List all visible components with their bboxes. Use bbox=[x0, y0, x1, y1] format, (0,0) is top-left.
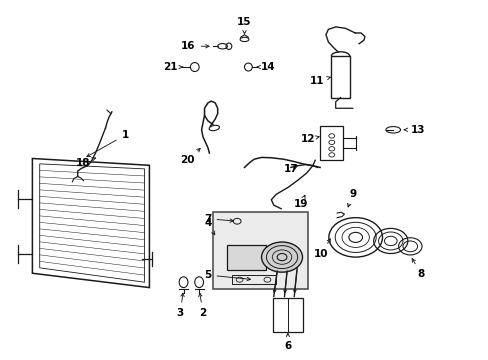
Bar bbox=[232, 275, 276, 284]
Text: 17: 17 bbox=[283, 164, 298, 174]
Text: 1: 1 bbox=[87, 130, 128, 157]
Text: 12: 12 bbox=[300, 135, 319, 144]
Text: 8: 8 bbox=[411, 258, 424, 279]
Text: 19: 19 bbox=[293, 195, 307, 210]
Text: 16: 16 bbox=[181, 41, 208, 51]
Bar bbox=[272, 298, 303, 332]
Text: 7: 7 bbox=[204, 214, 233, 224]
Text: 15: 15 bbox=[237, 17, 251, 34]
Text: 13: 13 bbox=[404, 125, 424, 135]
Text: 11: 11 bbox=[309, 76, 330, 86]
Text: 4: 4 bbox=[204, 218, 214, 235]
Bar bbox=[320, 126, 343, 160]
Circle shape bbox=[261, 242, 302, 272]
Text: 5: 5 bbox=[204, 270, 250, 281]
Text: 18: 18 bbox=[75, 158, 95, 168]
Text: 9: 9 bbox=[347, 189, 356, 207]
Bar bbox=[330, 56, 349, 98]
Bar bbox=[227, 244, 266, 270]
Text: 21: 21 bbox=[163, 62, 183, 72]
Text: 3: 3 bbox=[176, 293, 184, 318]
Text: 6: 6 bbox=[284, 333, 291, 351]
FancyBboxPatch shape bbox=[212, 212, 307, 289]
Text: 10: 10 bbox=[314, 239, 330, 258]
Text: 20: 20 bbox=[180, 148, 200, 165]
Text: 14: 14 bbox=[257, 62, 275, 72]
Text: 2: 2 bbox=[198, 293, 206, 318]
